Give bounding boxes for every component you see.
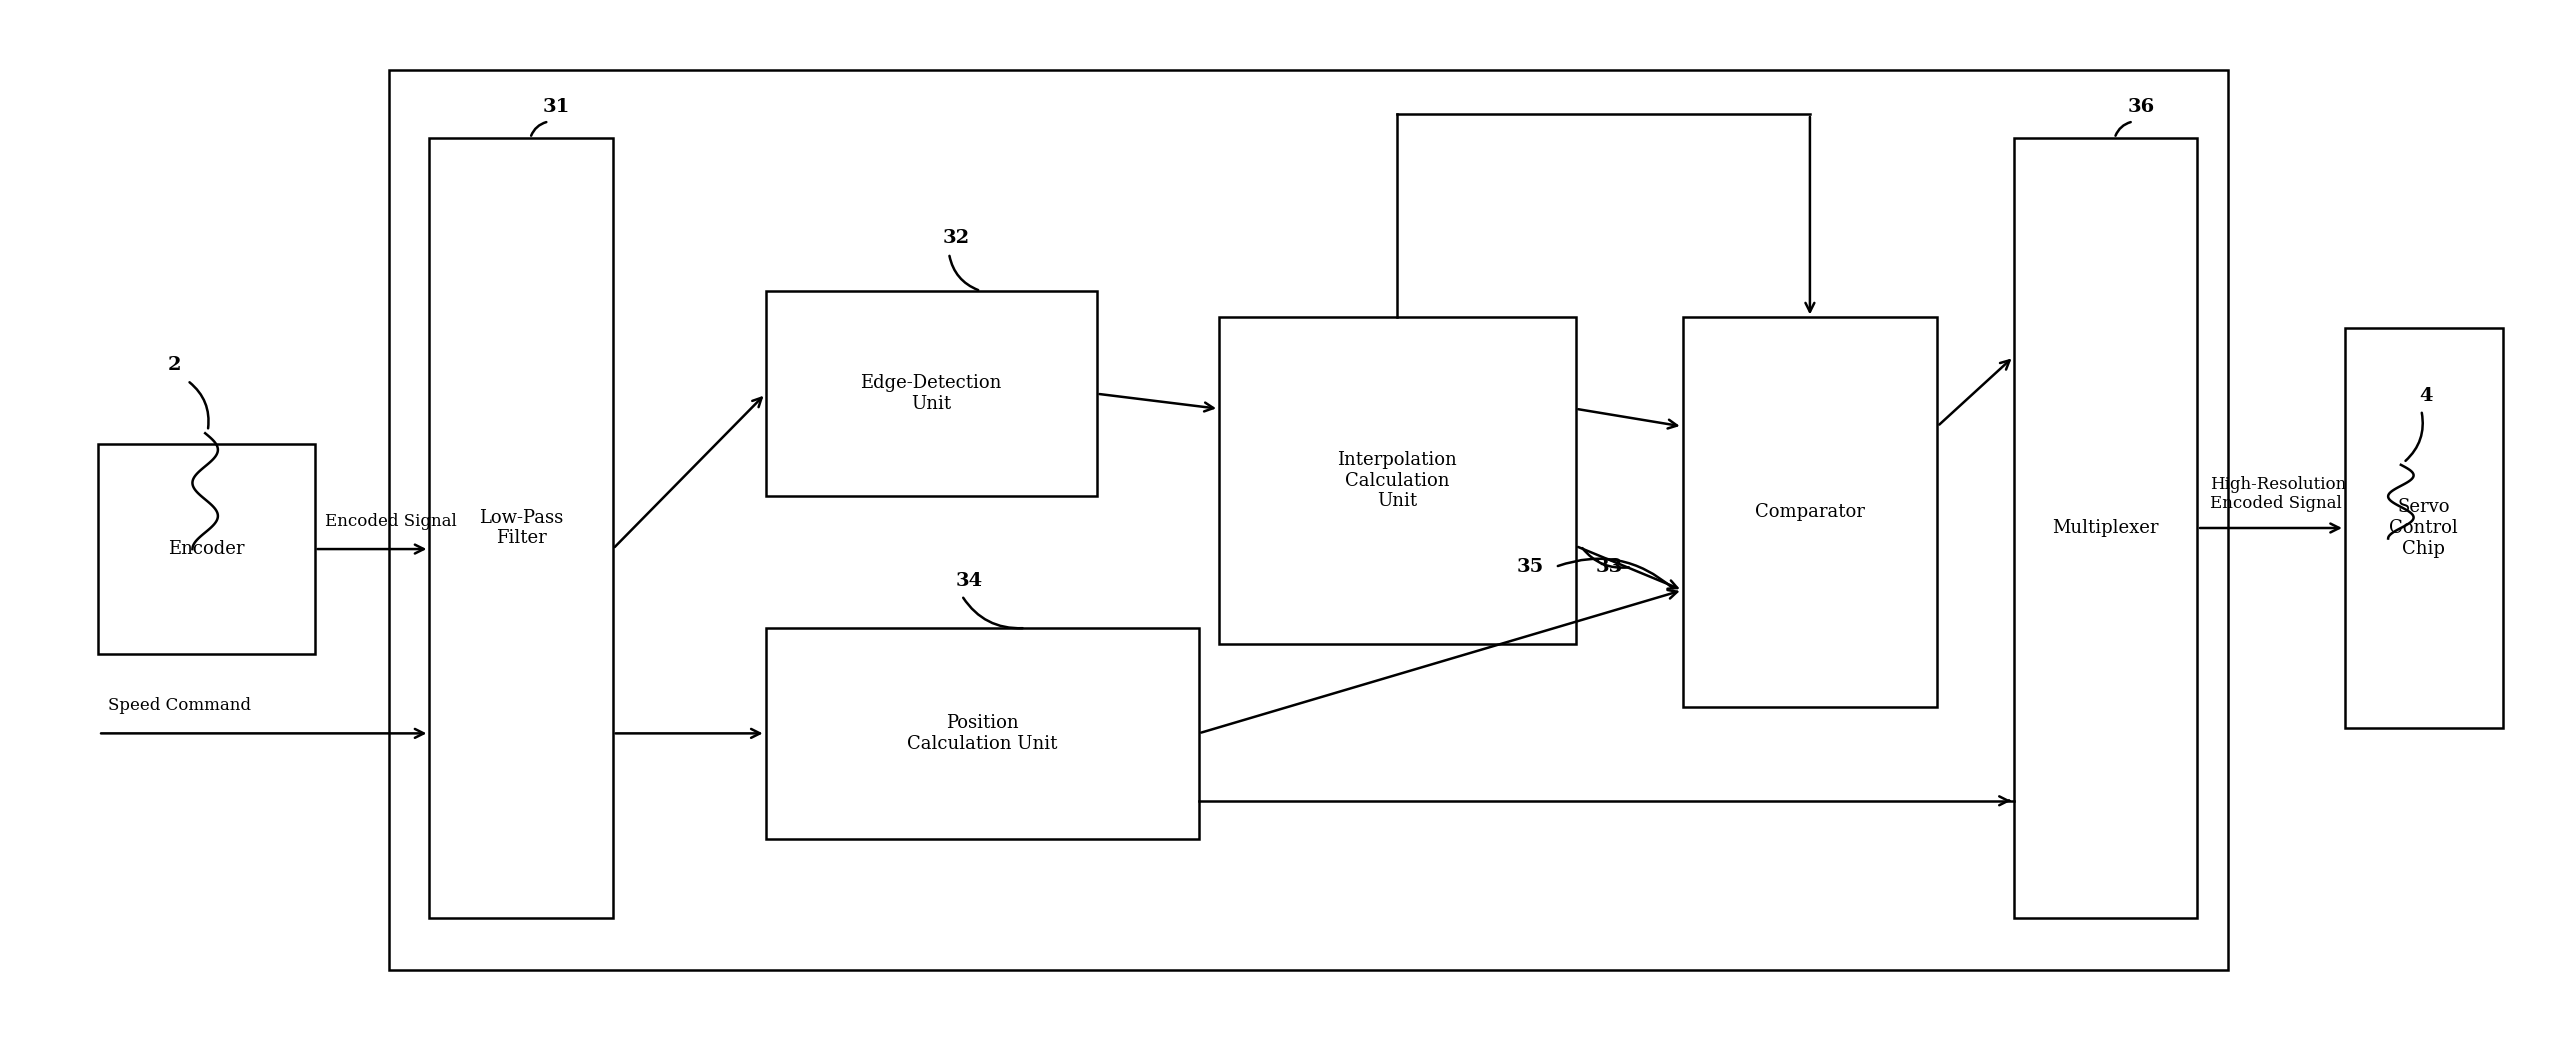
Text: Speed Command: Speed Command: [107, 697, 252, 715]
FancyBboxPatch shape: [765, 291, 1096, 496]
Text: Edge-Detection
Unit: Edge-Detection Unit: [859, 374, 1002, 413]
Text: High-Resolution
Encoded Signal: High-Resolution Encoded Signal: [2211, 475, 2346, 512]
FancyBboxPatch shape: [765, 628, 1198, 838]
Text: Position
Calculation Unit: Position Calculation Unit: [908, 714, 1058, 753]
Text: 33: 33: [1596, 558, 1624, 576]
Text: Low-Pass
Filter: Low-Pass Filter: [479, 509, 564, 547]
Text: 35: 35: [1517, 558, 1545, 576]
Text: Encoder: Encoder: [168, 540, 245, 558]
Text: 36: 36: [2127, 98, 2155, 116]
FancyBboxPatch shape: [2346, 327, 2502, 729]
FancyBboxPatch shape: [1219, 318, 1576, 644]
Text: Encoded Signal: Encoded Signal: [324, 513, 456, 530]
FancyBboxPatch shape: [1683, 318, 1938, 708]
Text: Servo
Control
Chip: Servo Control Chip: [2389, 498, 2458, 558]
Text: 4: 4: [2420, 388, 2433, 406]
FancyBboxPatch shape: [428, 138, 612, 918]
Text: 32: 32: [944, 229, 969, 247]
Text: Comparator: Comparator: [1754, 504, 1864, 522]
Text: 2: 2: [168, 356, 181, 374]
FancyBboxPatch shape: [99, 444, 314, 655]
Text: Interpolation
Calculation
Unit: Interpolation Calculation Unit: [1336, 451, 1456, 510]
Text: 34: 34: [956, 571, 982, 589]
FancyBboxPatch shape: [2014, 138, 2198, 918]
Text: 31: 31: [543, 98, 571, 116]
Text: Multiplexer: Multiplexer: [2053, 518, 2160, 538]
FancyBboxPatch shape: [388, 70, 2229, 970]
